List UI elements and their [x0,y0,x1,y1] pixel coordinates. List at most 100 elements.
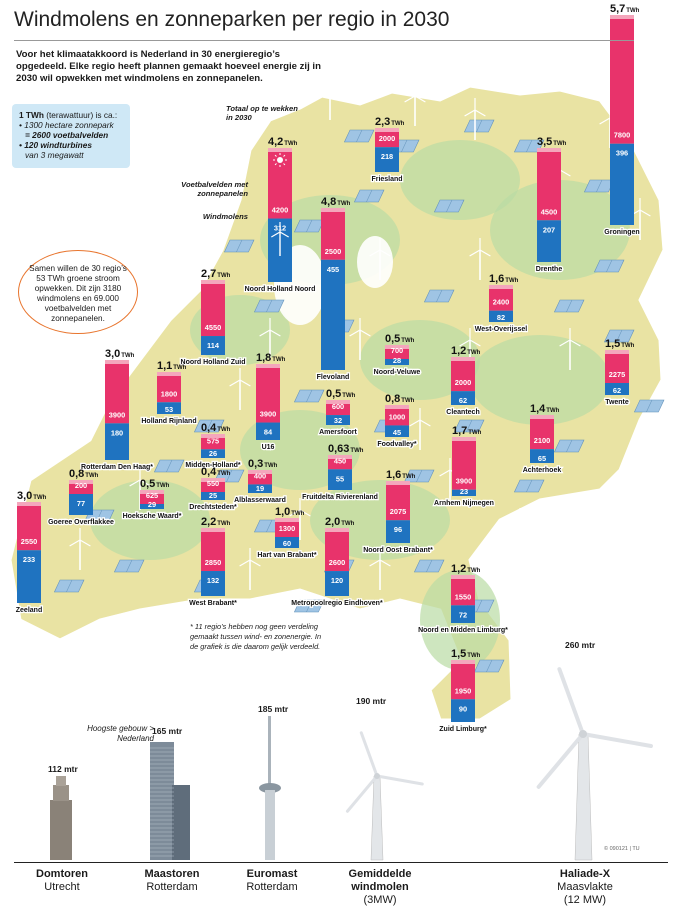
unit-label: TWh [626,8,639,14]
solar-bar-cap [537,148,561,152]
solar-bar-cap [268,148,292,152]
wind-value-label: 45 [393,428,401,437]
wind-value-label: 396 [616,149,628,158]
solar-bar-segment [105,360,129,424]
solar-value-label: 3900 [260,410,276,419]
haliade-blade [557,667,585,736]
solar-bar-segment [201,280,225,337]
solar-panel-grid [566,300,573,312]
solar-panel-icon [553,439,585,453]
unit-label: TWh [217,471,230,477]
solar-bar-segment [385,405,409,426]
wind-value-label: 23 [460,487,468,496]
unit-label: TWh [468,430,481,436]
building-place: Rotterdam [246,881,298,893]
turbine-blade [379,559,391,567]
wind-value-label: 29 [148,500,156,509]
region-name-label: Alblasserwaard [234,497,286,504]
solar-bar-cap [256,364,280,368]
solar-value-label: 2850 [205,558,221,567]
solar-value-label: 2275 [609,370,625,379]
solar-bar-segment [451,660,475,700]
turbine-blade [259,329,271,337]
solar-panel-icon [633,399,665,413]
region-name-label: Friesland [371,176,402,183]
wind-bar-segment [537,220,561,262]
unit-label: TWh [553,141,566,147]
solar-value-label: 700 [391,346,403,355]
region-name-label: Midden-Holland* [185,462,240,469]
building-name-windmolen: Gemiddelde windmolen (3MW) [320,868,440,907]
wind-bar-segment [325,571,349,596]
solar-panel-grid [366,190,373,202]
solar-bar-cap [489,285,513,289]
euromast-illustration [259,716,281,860]
solar-value-label: 2400 [493,298,509,307]
haliade-x-illustration [536,667,653,861]
mast-antenna [268,716,271,784]
solar-value-label: 400 [254,471,266,480]
solar-bar-cap [201,434,225,438]
turbine-blade [419,419,431,427]
wind-turbine-icon [319,78,341,120]
region-bar-group: 7800 396 5,7TWh Groningen [603,3,641,237]
solar-panel-icon [453,419,485,433]
wind-value-label: 72 [459,610,467,619]
building-height-domtoren: 112 mtr [48,764,78,774]
solar-value-label: 1550 [455,592,471,601]
wind-value-label: 62 [459,396,467,405]
turbine-blade [239,379,251,387]
solar-panel-icon [193,419,225,433]
turbine-blade [509,519,521,527]
solar-panel-grid [96,510,103,522]
solar-panel-decoration [53,119,665,673]
region-name-label: Rotterdam Den Haag* [81,464,153,471]
building-place: Utrecht [44,881,80,893]
solar-panel-grid [206,420,213,432]
solar-panel-grid [476,120,483,132]
land-region-3 [360,320,480,400]
turbine-blade [559,169,571,177]
building-name-euromast: Euromast Rotterdam [212,868,332,894]
haliade-blade [536,732,585,789]
wind-value-label: 60 [283,539,291,548]
wind-bar-segment [248,484,272,493]
wind-turbine-icon [69,528,91,570]
turbine-blade [79,539,91,547]
region-name-label: West-Overijssel [475,326,527,333]
solar-panel-icon [293,389,325,403]
region-total-label: 5,7TWh [610,3,640,15]
solar-bar-segment [530,415,554,450]
tower-base [50,800,72,860]
region-name-label: Holland Rijnland [141,418,196,425]
building-place: (3MW) [363,894,397,906]
turbine-blade [414,95,426,103]
solar-value-label: 4500 [541,207,557,216]
wind-value-label: 53 [165,405,173,414]
windmill-blade [345,774,379,813]
solar-bar-segment [17,502,41,551]
region-name-label: Flevoland [317,374,350,381]
wind-bar-segment [69,494,93,515]
unit-label: TWh [341,521,354,527]
wind-bar-segment [451,605,475,623]
solar-value-label: 3900 [456,477,472,486]
solar-panel-icon [463,119,495,133]
wind-turbine-icon [409,408,431,450]
solar-value-label: 625 [146,491,158,500]
solar-bar-cap [325,528,349,532]
solar-bar-cap [385,345,409,349]
wind-bar-segment [17,550,41,603]
solar-panel-grid [356,130,363,142]
solar-bar-cap [605,350,629,354]
solar-bar-cap [69,480,93,484]
solar-value-label: 7800 [614,131,630,140]
turbine-blade [469,339,481,347]
building-title: Domtoren [36,868,88,880]
building-height-euromast: 185 mtr [258,704,289,714]
